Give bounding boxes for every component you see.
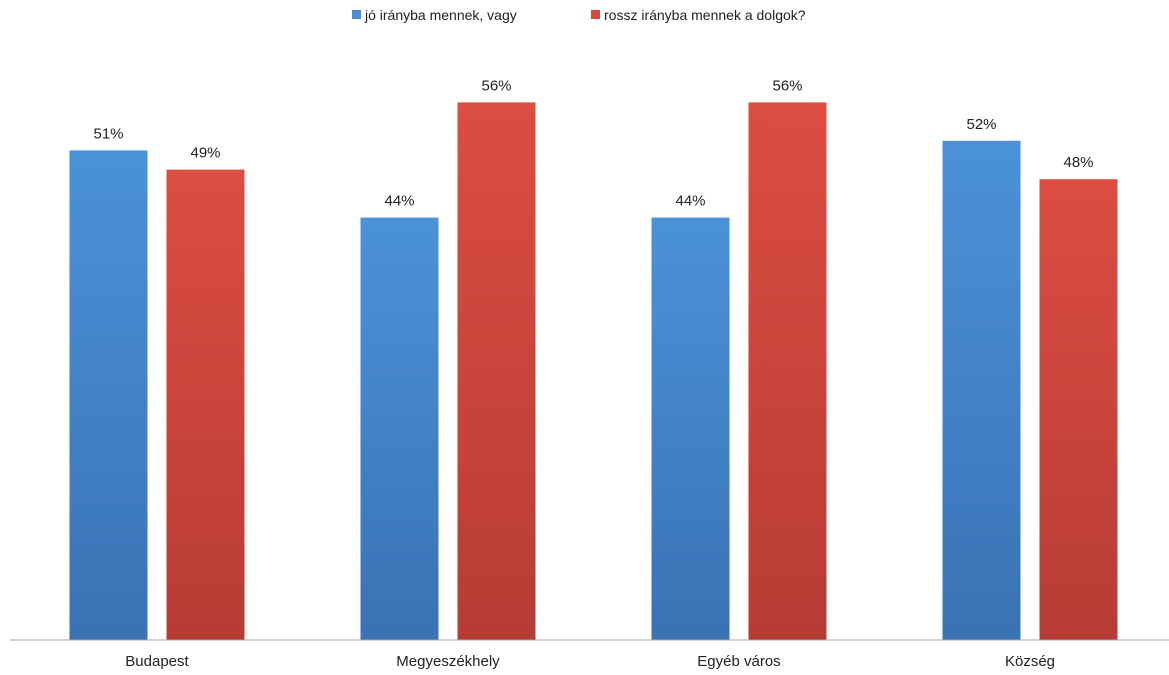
bars-group [69,102,1118,641]
data-label-budapest-series-1: 51% [93,125,123,142]
category-label-budapest: Budapest [125,653,189,670]
data-label-megyeszekhely-series-2: 56% [481,77,511,94]
data-label-megyeszekhely-series-1: 44% [384,193,414,210]
bar-egyeb-varos-series-2 [748,102,827,640]
legend: jó irányba mennek, vagy rossz irányba me… [352,7,806,23]
legend-item-series-1: jó irányba mennek, vagy [352,7,517,23]
category-label-megyeszekhely: Megyeszékhely [396,653,500,670]
legend-swatch-series-2 [591,10,600,19]
data-label-kozseg-series-1: 52% [966,116,996,133]
data-labels-group: 51% 49% 44% 56% 44% 56% 52% 48% [93,77,1093,209]
category-labels: Budapest Megyeszékhely Egyéb város Közsé… [125,653,1055,670]
legend-item-series-2: rossz irányba mennek a dolgok? [591,7,806,23]
bar-megyeszekhely-series-2 [457,102,536,640]
data-label-budapest-series-2: 49% [190,145,220,162]
legend-label-series-2: rossz irányba mennek a dolgok? [604,7,806,23]
data-label-egyeb-varos-series-2: 56% [772,77,802,94]
bar-egyeb-varos-series-1 [651,217,730,640]
bar-kozseg-series-2 [1039,179,1118,640]
data-label-egyeb-varos-series-1: 44% [675,193,705,210]
bar-budapest-series-2 [166,169,245,640]
legend-swatch-series-1 [352,10,361,19]
legend-label-series-1: jó irányba mennek, vagy [364,7,517,23]
data-label-kozseg-series-2: 48% [1063,154,1093,171]
category-label-kozseg: Község [1005,653,1055,670]
bar-megyeszekhely-series-1 [360,217,439,640]
category-label-egyeb-varos: Egyéb város [697,653,780,670]
bar-budapest-series-1 [69,150,148,640]
bar-kozseg-series-1 [942,140,1021,641]
